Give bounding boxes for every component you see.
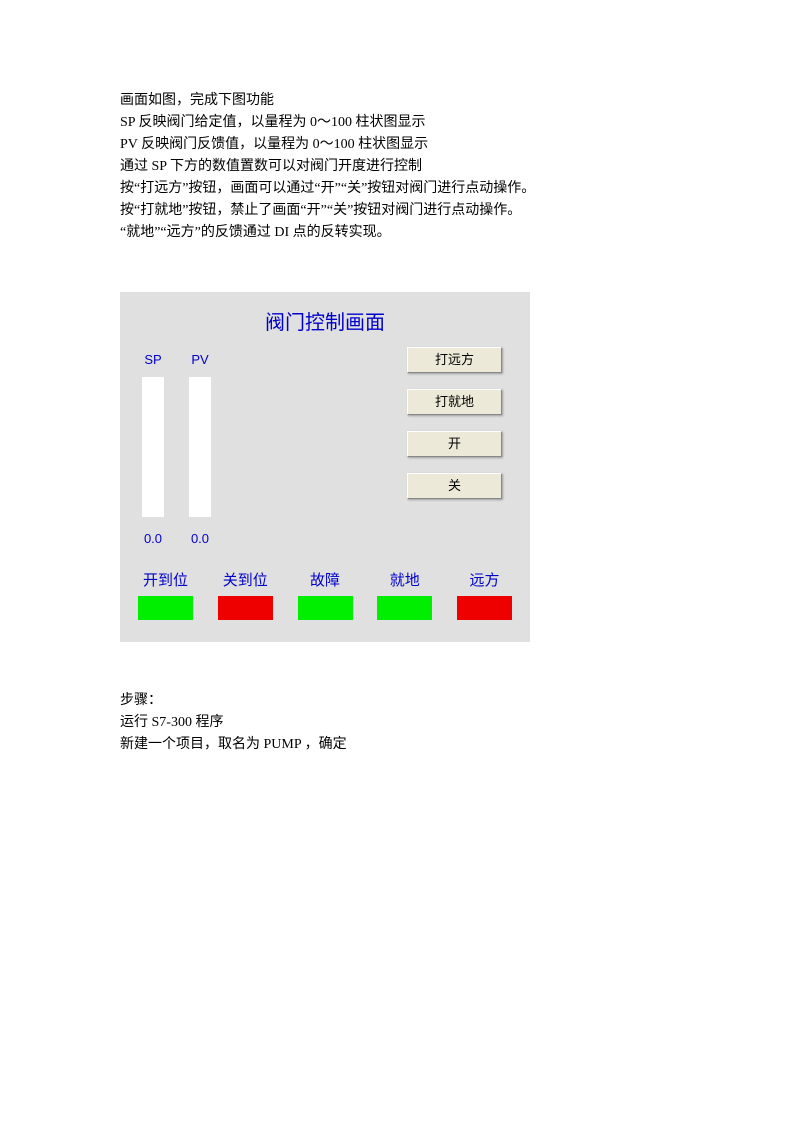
status-section: 开到位 关到位 故障 就地 远方 — [138, 569, 512, 620]
status-indicator-open — [138, 596, 193, 620]
status-close-pos: 关到位 — [218, 569, 273, 620]
status-label: 就地 — [390, 569, 420, 590]
status-remote: 远方 — [457, 569, 512, 620]
sp-value[interactable]: 0.0 — [144, 531, 162, 546]
button-section: 打远方 打就地 开 关 — [407, 347, 502, 499]
status-indicator-close — [218, 596, 273, 620]
pv-label: PV — [191, 352, 208, 367]
pv-bar — [189, 377, 211, 517]
desc-line: PV 反映阀门反馈值，以量程为 0～100 柱状图显示 — [120, 134, 673, 156]
status-indicator-fault — [298, 596, 353, 620]
desc-line: 按“打远方”按钮，画面可以通过“开”“关”按钮对阀门进行点动操作。 — [120, 178, 673, 200]
desc-line: SP 反映阀门给定值，以量程为 0～100 柱状图显示 — [120, 112, 673, 134]
footer-line: 步骤： — [120, 690, 673, 712]
status-indicator-local — [377, 596, 432, 620]
close-button[interactable]: 关 — [407, 473, 502, 499]
status-label: 关到位 — [223, 569, 268, 590]
status-open-pos: 开到位 — [138, 569, 193, 620]
footer-line: 运行 S7-300 程序 — [120, 712, 673, 734]
status-label: 远方 — [469, 569, 499, 590]
bar-section: SP 0.0 PV 0.0 — [142, 352, 211, 546]
status-local: 就地 — [377, 569, 432, 620]
desc-line: “就地”“远方”的反馈通过 DI 点的反转实现。 — [120, 222, 673, 244]
status-label: 开到位 — [143, 569, 188, 590]
open-button[interactable]: 开 — [407, 431, 502, 457]
status-indicator-remote — [457, 596, 512, 620]
pv-value: 0.0 — [191, 531, 209, 546]
local-button[interactable]: 打就地 — [407, 389, 502, 415]
description-block: 画面如图，完成下图功能 SP 反映阀门给定值，以量程为 0～100 柱状图显示 … — [120, 90, 673, 244]
footer-line: 新建一个项目，取名为 PUMP ，确定 — [120, 734, 673, 756]
hmi-panel: 阀门控制画面 SP 0.0 PV 0.0 打远方 打就地 开 关 开到位 关到位… — [120, 292, 530, 642]
sp-bar — [142, 377, 164, 517]
pv-bar-group: PV 0.0 — [189, 352, 211, 546]
status-label: 故障 — [310, 569, 340, 590]
desc-line: 画面如图，完成下图功能 — [120, 90, 673, 112]
sp-label: SP — [144, 352, 161, 367]
status-fault: 故障 — [298, 569, 353, 620]
footer-block: 步骤： 运行 S7-300 程序 新建一个项目，取名为 PUMP ，确定 — [120, 690, 673, 756]
panel-title: 阀门控制画面 — [120, 292, 530, 335]
desc-line: 通过 SP 下方的数值置数可以对阀门开度进行控制 — [120, 156, 673, 178]
remote-button[interactable]: 打远方 — [407, 347, 502, 373]
sp-bar-group: SP 0.0 — [142, 352, 164, 546]
desc-line: 按“打就地”按钮，禁止了画面“开”“关”按钮对阀门进行点动操作。 — [120, 200, 673, 222]
